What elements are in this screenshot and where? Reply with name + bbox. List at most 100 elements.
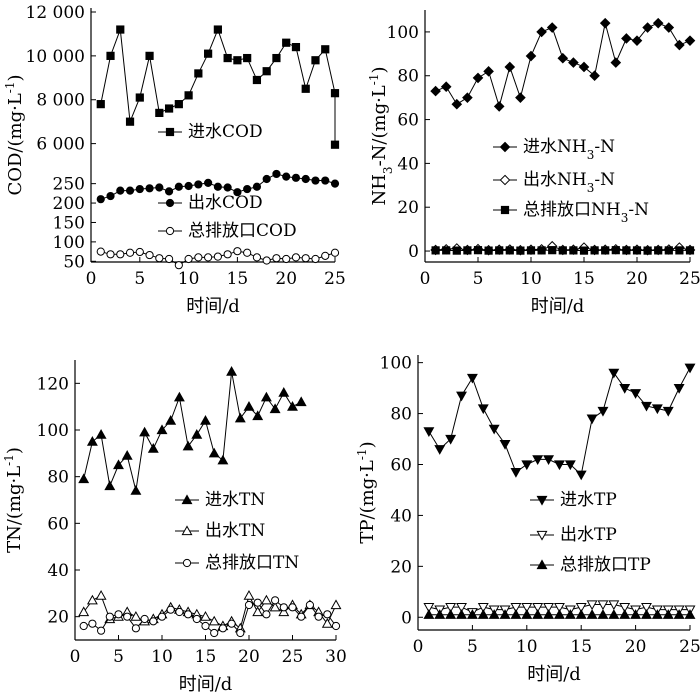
x-axis-label: 时间/d [186, 296, 240, 317]
data-point [589, 70, 600, 82]
data-point [269, 601, 281, 612]
data-point [135, 93, 144, 102]
data-point [97, 626, 106, 635]
x-tick-label: 10 [178, 269, 200, 289]
data-point [564, 609, 576, 619]
data-point [330, 140, 340, 149]
data-point [157, 612, 167, 621]
data-point [473, 246, 483, 255]
data-point [597, 609, 609, 619]
data-point [445, 609, 457, 619]
data-point [269, 403, 281, 414]
data-point [184, 91, 193, 100]
data-point [96, 247, 105, 256]
data-point [456, 391, 467, 402]
data-point [608, 609, 620, 619]
data-point [599, 17, 611, 29]
x-tick-label: 10 [516, 637, 538, 657]
data-point [252, 410, 264, 421]
data-point [95, 590, 107, 600]
legend-marker [536, 559, 548, 570]
data-point [423, 602, 435, 613]
data-point [553, 609, 565, 619]
data-point [233, 247, 242, 256]
data-point [553, 602, 565, 613]
y-tick-label: 50 [63, 252, 85, 272]
x-tick-label: 15 [570, 637, 592, 657]
y-axis-label: NH3-N/(mg·L-1) [367, 66, 395, 205]
data-point [505, 246, 514, 255]
data-point [521, 602, 533, 613]
chart-panel-1: 0 5 10 15 20 25 6 000 8 000 10 000 12 000 50100150… [3, 3, 346, 317]
data-point [575, 470, 587, 481]
data-point [641, 602, 652, 613]
data-point [272, 169, 281, 179]
data-point [330, 248, 340, 257]
y-tick-label: 60 [397, 111, 419, 131]
legend-entry-2: 出水NH3-N [493, 170, 615, 195]
x-axis-label: 时间/d [531, 296, 585, 317]
data-point [271, 596, 280, 605]
legend-marker [165, 127, 175, 137]
legend-entry-2: 出水TP [530, 525, 617, 545]
data-point [525, 50, 537, 62]
data-point [630, 609, 642, 619]
y-tick-label: 80 [47, 468, 69, 488]
data-point [685, 246, 695, 255]
data-point [673, 609, 685, 619]
legend-entry-1: 进水TN [175, 490, 265, 510]
data-point [145, 250, 154, 260]
data-point [466, 609, 478, 619]
data-point [282, 254, 291, 264]
data-point [165, 415, 177, 425]
data-point [664, 246, 673, 255]
data-point [608, 368, 620, 379]
legend-entry-2: 出水TN [175, 521, 265, 541]
series-3 [431, 246, 695, 255]
data-point [288, 603, 297, 612]
data-point [654, 246, 663, 255]
y-tick-label: 20 [397, 198, 419, 218]
data-point [213, 25, 222, 34]
y-tick-label: 8 000 [36, 91, 85, 111]
data-point [297, 612, 306, 621]
data-point [477, 602, 489, 613]
legend-label: 进水NH3-N [523, 137, 615, 162]
x-tick-label: 20 [626, 269, 648, 289]
data-point [200, 611, 211, 621]
x-tick-label: 5 [113, 647, 124, 667]
data-point [218, 624, 227, 633]
data-point [282, 172, 291, 181]
data-point [145, 184, 154, 193]
data-point [262, 67, 271, 76]
data-point [166, 605, 175, 614]
data-point [662, 406, 674, 417]
legend-label: 总排放口TP [560, 555, 651, 575]
data-point [125, 186, 135, 195]
chart-panel-3: 0 5 10 15 20 25 30 20 40 60 80 100 120 时间/d TN/(mg·L-1… [2, 360, 347, 695]
data-point [510, 602, 522, 613]
data-point [516, 246, 525, 255]
legend-label: 总排放口TN [205, 553, 299, 573]
series-3 [423, 609, 696, 619]
data-point [321, 251, 330, 260]
data-point [174, 261, 183, 270]
y-tick-label: 10 000 [26, 47, 85, 67]
data-point [116, 186, 125, 195]
data-point [619, 384, 631, 394]
data-point [208, 447, 220, 458]
data-point [597, 406, 609, 417]
data-point [472, 72, 484, 84]
data-point [192, 614, 201, 624]
data-point [135, 184, 144, 194]
data-point [243, 184, 252, 194]
data-point [463, 246, 472, 255]
data-point [488, 609, 500, 619]
data-point [575, 609, 587, 619]
data-point [213, 252, 222, 261]
data-point [106, 250, 115, 259]
legend-entry-3: 总排放口TP [530, 555, 651, 575]
y-tick-label: 100 [37, 421, 69, 441]
legend-marker [500, 205, 510, 215]
